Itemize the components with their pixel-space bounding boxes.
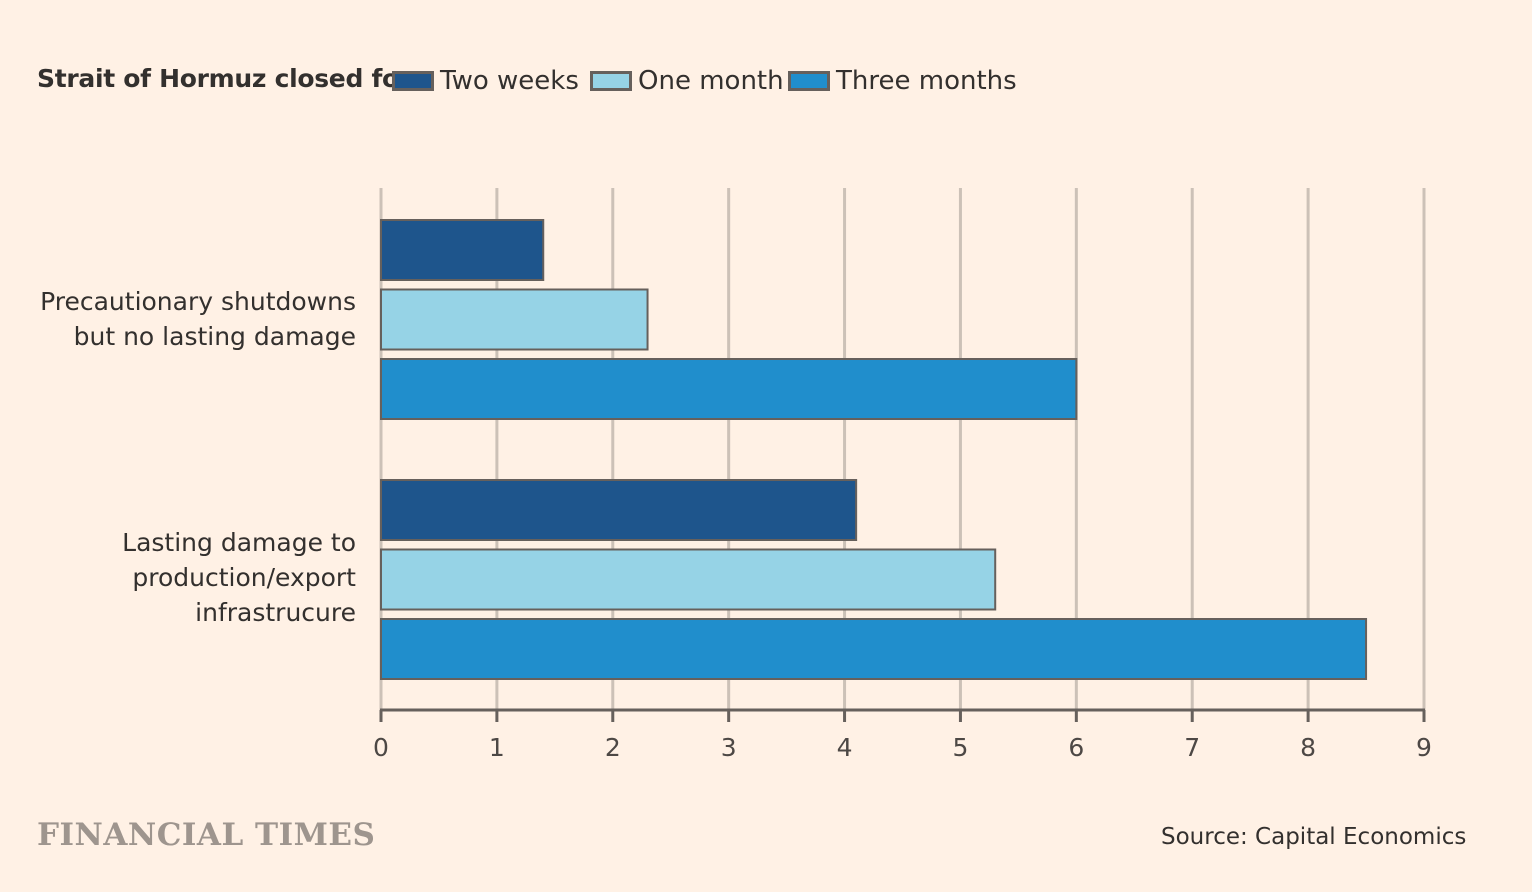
legend-label: Three months xyxy=(836,66,1017,96)
legend-label: Two weeks xyxy=(440,66,579,96)
x-tick-label: 1 xyxy=(489,733,505,762)
bar-three-months xyxy=(380,358,1078,420)
category-line: production/export xyxy=(132,563,356,592)
legend-label: One month xyxy=(638,66,784,96)
bar-one-month xyxy=(380,548,997,611)
source-note: Source: Capital Economics xyxy=(1161,824,1467,850)
legend-swatch xyxy=(392,71,434,91)
x-tick-label: 4 xyxy=(837,733,853,762)
bar-three-months xyxy=(380,618,1368,680)
x-tick-label: 8 xyxy=(1300,733,1316,762)
x-tick-label: 9 xyxy=(1416,733,1432,762)
legend-item-two-weeks: Two weeks xyxy=(392,66,579,96)
legend-item-three-months: Three months xyxy=(788,66,1017,96)
legend-swatch xyxy=(788,71,830,91)
x-tick-label: 7 xyxy=(1184,733,1200,762)
x-tick-label: 5 xyxy=(952,733,968,762)
category-line: Lasting damage to xyxy=(122,528,356,557)
category-label-precautionary: Precautionary shutdowns but no lasting d… xyxy=(40,284,356,354)
bar-one-month xyxy=(380,288,649,351)
legend-swatch xyxy=(590,71,632,91)
x-tick-label: 0 xyxy=(373,733,389,762)
x-tick-label: 6 xyxy=(1068,733,1084,762)
category-line: but no lasting damage xyxy=(73,322,356,351)
ft-logo: FINANCIAL TIMES xyxy=(37,817,376,853)
x-tick-label: 3 xyxy=(721,733,737,762)
bar-two-weeks xyxy=(380,479,858,541)
category-line: Precautionary shutdowns xyxy=(40,287,356,316)
category-line: infrastrucure xyxy=(195,598,356,627)
category-label-lasting-damage: Lasting damage to production/export infr… xyxy=(122,525,356,630)
legend-item-one-month: One month xyxy=(590,66,784,96)
x-tick-label: 2 xyxy=(605,733,621,762)
bar-two-weeks xyxy=(380,219,545,281)
legend-title: Strait of Hormuz closed for xyxy=(37,64,411,93)
